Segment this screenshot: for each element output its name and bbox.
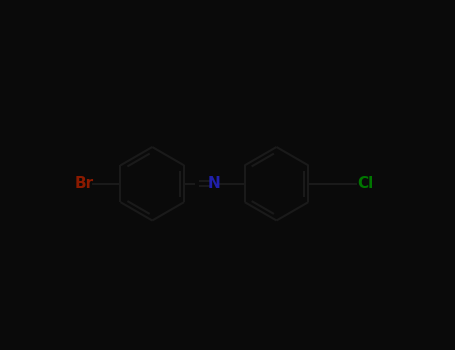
Text: Cl: Cl: [358, 176, 374, 191]
Text: Br: Br: [75, 176, 94, 191]
Text: N: N: [208, 176, 221, 191]
